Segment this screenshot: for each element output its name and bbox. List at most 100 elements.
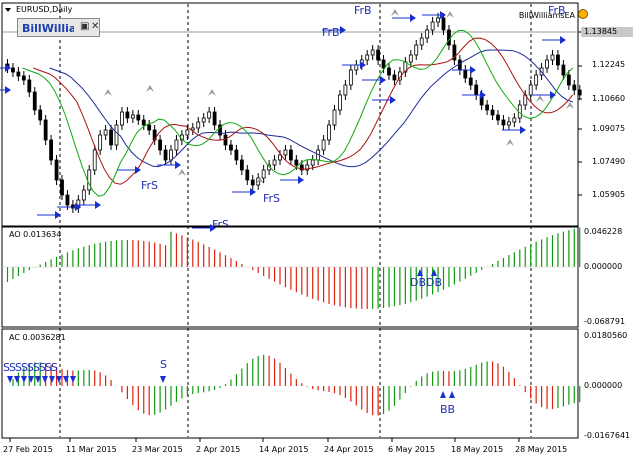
candle-body <box>212 111 217 126</box>
signal-arrow <box>175 161 181 169</box>
ao-axis-label: 0.000000 <box>584 262 623 271</box>
signal-arrow <box>470 66 476 74</box>
candle-body <box>381 59 386 69</box>
price-label: 1.12245 <box>592 60 626 69</box>
fractal-marker <box>391 9 399 16</box>
main-panel <box>1 2 579 227</box>
candle-body <box>436 17 440 23</box>
candle-body <box>343 84 348 96</box>
candle-body <box>370 49 375 56</box>
ac-signal-label: S <box>160 358 167 371</box>
date-label: 27 Feb 2015 <box>3 445 53 454</box>
ac-signal-label: SSSSSSSSS <box>3 361 58 374</box>
candle-body <box>561 64 566 76</box>
candle-body <box>43 119 48 141</box>
candle-body <box>16 71 21 77</box>
candle-body <box>201 117 206 123</box>
fractal-marker <box>536 95 544 102</box>
candle-body <box>534 74 539 86</box>
candle-body <box>485 104 490 111</box>
candle-body <box>158 139 163 151</box>
candle-body <box>27 79 32 93</box>
candle-body <box>463 69 468 79</box>
candle-body <box>283 149 288 156</box>
candle-body <box>60 179 64 196</box>
candle-body <box>457 59 462 71</box>
signal-arrow <box>520 126 526 134</box>
signal-arrow <box>380 76 386 84</box>
candle-body <box>130 114 135 119</box>
candle-body <box>234 149 239 161</box>
fractal-marker <box>146 85 154 92</box>
ac-signal-marker <box>21 376 27 383</box>
ac-signal-marker <box>56 376 62 383</box>
fractal-marker <box>178 169 186 176</box>
date-label: 18 May 2015 <box>451 445 504 454</box>
candle-body <box>11 67 15 73</box>
fractal-label: FrS <box>212 219 230 226</box>
ac-axis-label: -0.0167641 <box>584 431 631 440</box>
candle-body <box>136 114 141 121</box>
candle-body <box>103 129 108 136</box>
candle-body <box>32 91 37 111</box>
fractal-label: FrB <box>322 26 340 39</box>
candle-body <box>447 29 451 46</box>
candle-body <box>430 21 435 31</box>
ac-label: AC 0.0036281 <box>9 333 66 342</box>
window-menu-icon[interactable] <box>5 8 11 12</box>
close-icon[interactable]: ✕ <box>91 21 100 32</box>
ac-panel <box>1 328 579 439</box>
candle-body <box>327 124 331 141</box>
ac-signal-marker <box>440 391 446 398</box>
restore-icon[interactable]: ▣ <box>80 21 90 32</box>
ac-axis-label: 0.000000 <box>584 381 623 390</box>
candle-body <box>185 129 190 136</box>
candle-body <box>92 149 97 171</box>
ea-panel-button[interactable]: BillWilliams ▣ ✕ <box>17 18 100 37</box>
candle-body <box>528 84 533 96</box>
candle-body <box>163 149 168 161</box>
ac-signal-marker <box>449 391 455 398</box>
fractal-label: FrS <box>263 192 281 205</box>
signal-arrow <box>95 201 101 209</box>
candle-body <box>338 94 342 111</box>
fractal-label: FrB <box>354 4 372 17</box>
candle-body <box>550 54 555 61</box>
smiley-icon[interactable] <box>578 9 588 19</box>
candle-body <box>501 119 506 126</box>
candle-body <box>125 111 130 119</box>
signal-arrow <box>55 211 61 219</box>
date-label: 24 Apr 2015 <box>324 445 374 454</box>
date-label: 28 May 2015 <box>515 445 568 454</box>
candle-body <box>452 44 457 61</box>
signal-arrow <box>210 224 216 232</box>
ea-panel-label: BillWilliams <box>22 22 74 35</box>
alligator-teeth-line <box>33 37 574 185</box>
signal-arrow <box>360 61 366 69</box>
date-label: 14 Apr 2015 <box>259 445 309 454</box>
signal-arrow <box>298 176 304 184</box>
candle-body <box>87 169 92 191</box>
candle-body <box>419 37 424 46</box>
candle-body <box>425 29 430 39</box>
fractal-marker <box>208 89 216 96</box>
ac-signal-marker <box>7 376 13 383</box>
fractal-marker <box>506 139 514 146</box>
candle-body <box>468 77 473 86</box>
candle-body <box>245 169 250 181</box>
alligator-lips-line <box>22 30 574 197</box>
ac-signal-marker <box>70 376 76 383</box>
date-label: 23 Mar 2015 <box>132 445 183 454</box>
candle-body <box>376 49 381 61</box>
signal-arrow <box>410 14 416 22</box>
signal-arrow <box>340 26 346 34</box>
candle-body <box>556 54 560 66</box>
candle-body <box>81 189 86 201</box>
candle-body <box>474 84 479 96</box>
ac-signal-marker <box>42 376 48 383</box>
date-label: 11 Mar 2015 <box>66 445 117 454</box>
signal-arrow <box>250 188 256 196</box>
candle-body <box>223 134 228 146</box>
signal-arrow <box>75 203 81 211</box>
